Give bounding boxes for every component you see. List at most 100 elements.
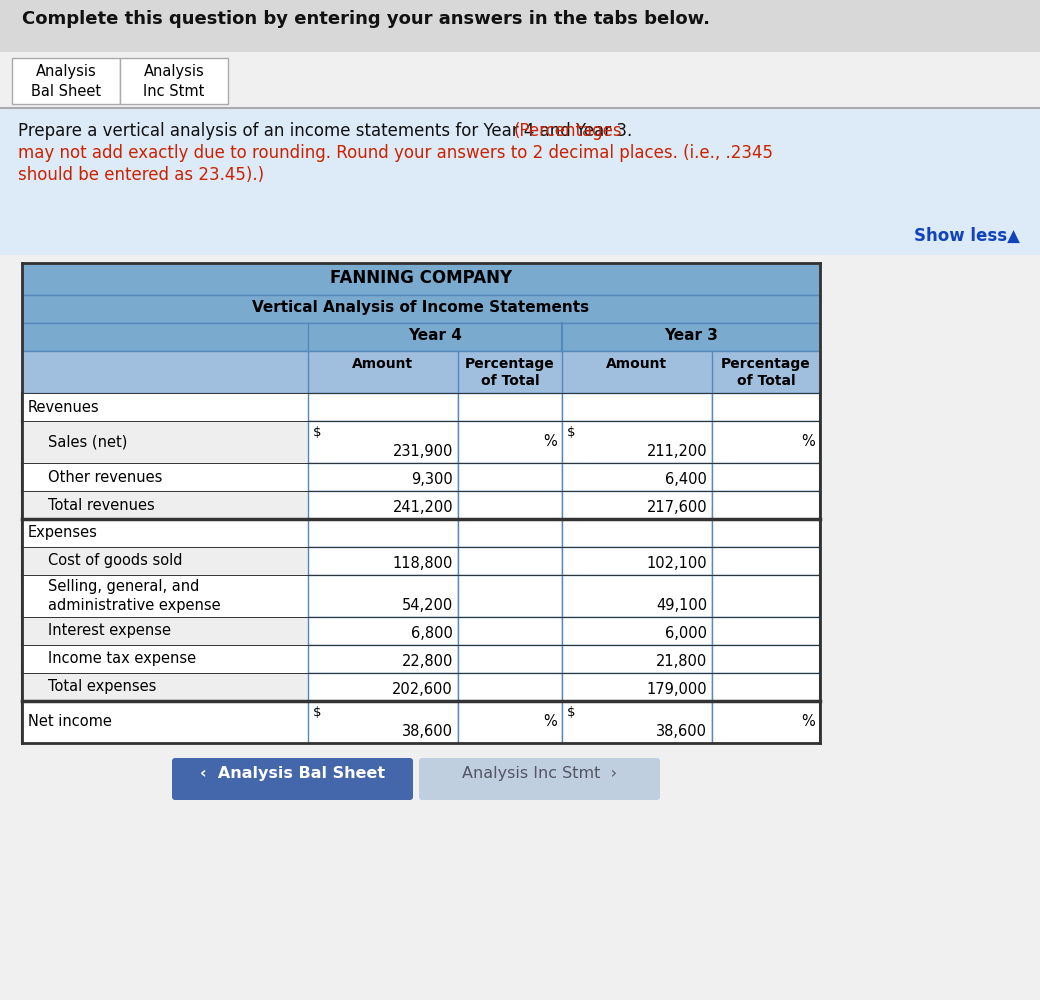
Text: Selling, general, and
administrative expense: Selling, general, and administrative exp…: [48, 579, 220, 613]
Bar: [712, 673, 820, 701]
Text: 21,800: 21,800: [656, 654, 707, 669]
Bar: [308, 491, 458, 519]
Text: $: $: [313, 706, 321, 719]
Bar: [458, 519, 562, 547]
Bar: [712, 617, 820, 645]
Bar: [22, 323, 820, 351]
Bar: [308, 421, 458, 463]
Bar: [0, 108, 1040, 255]
Text: Year 4: Year 4: [408, 328, 462, 343]
Text: Percentage
of Total: Percentage of Total: [721, 357, 811, 388]
Bar: [562, 575, 712, 617]
Bar: [562, 617, 712, 645]
Text: %: %: [543, 714, 557, 730]
Text: Total expenses: Total expenses: [48, 680, 156, 694]
Text: $: $: [567, 706, 575, 719]
Bar: [22, 519, 820, 547]
Bar: [562, 519, 712, 547]
Text: Amount: Amount: [606, 357, 668, 371]
Bar: [562, 463, 712, 491]
Bar: [712, 645, 820, 673]
Bar: [22, 463, 820, 491]
Bar: [712, 547, 820, 575]
Text: 9,300: 9,300: [411, 472, 453, 487]
Bar: [562, 673, 712, 701]
Text: 202,600: 202,600: [392, 682, 453, 697]
FancyBboxPatch shape: [172, 758, 413, 800]
Bar: [308, 547, 458, 575]
Text: Complete this question by entering your answers in the tabs below.: Complete this question by entering your …: [22, 10, 710, 28]
Text: 241,200: 241,200: [392, 500, 453, 515]
Text: Percentage
of Total: Percentage of Total: [465, 357, 555, 388]
Bar: [22, 701, 820, 743]
Bar: [308, 463, 458, 491]
Bar: [712, 491, 820, 519]
Text: 6,400: 6,400: [666, 472, 707, 487]
Bar: [458, 463, 562, 491]
Text: Show less▲: Show less▲: [914, 227, 1020, 245]
Bar: [22, 575, 820, 617]
Text: $: $: [567, 426, 575, 439]
Bar: [120, 58, 228, 104]
Text: 217,600: 217,600: [647, 500, 707, 515]
Text: Other revenues: Other revenues: [48, 470, 162, 485]
Bar: [308, 701, 458, 743]
Bar: [712, 701, 820, 743]
Text: Analysis Inc Stmt  ›: Analysis Inc Stmt ›: [462, 766, 617, 781]
Bar: [0, 52, 1040, 108]
Text: %: %: [543, 434, 557, 450]
Text: Revenues: Revenues: [28, 399, 100, 414]
Text: %: %: [801, 714, 815, 730]
Bar: [308, 393, 458, 421]
Bar: [458, 645, 562, 673]
Bar: [22, 295, 820, 323]
Text: Total revenues: Total revenues: [48, 497, 155, 512]
Text: 38,600: 38,600: [656, 724, 707, 739]
Bar: [562, 421, 712, 463]
Bar: [308, 575, 458, 617]
Bar: [22, 421, 820, 463]
Bar: [562, 645, 712, 673]
Bar: [22, 547, 820, 575]
Bar: [22, 351, 820, 393]
Bar: [712, 519, 820, 547]
Text: should be entered as 23.45).): should be entered as 23.45).): [18, 166, 264, 184]
Bar: [562, 701, 712, 743]
Text: (Percentages: (Percentages: [514, 122, 623, 140]
Bar: [22, 393, 820, 421]
Text: $: $: [313, 426, 321, 439]
Text: FANNING COMPANY: FANNING COMPANY: [330, 269, 512, 287]
Text: may not add exactly due to rounding. Round your answers to 2 decimal places. (i.: may not add exactly due to rounding. Rou…: [18, 144, 773, 162]
Text: Analysis
Bal Sheet: Analysis Bal Sheet: [31, 64, 101, 99]
Bar: [712, 393, 820, 421]
Text: %: %: [801, 434, 815, 450]
Bar: [22, 491, 820, 519]
Text: 231,900: 231,900: [393, 444, 453, 459]
Text: Net income: Net income: [28, 714, 112, 730]
Text: 54,200: 54,200: [401, 598, 453, 613]
Text: 6,000: 6,000: [665, 626, 707, 641]
Text: 49,100: 49,100: [656, 598, 707, 613]
Text: Amount: Amount: [353, 357, 414, 371]
Bar: [0, 0, 1040, 52]
Text: Income tax expense: Income tax expense: [48, 652, 197, 666]
Bar: [22, 263, 820, 295]
Text: Prepare a vertical analysis of an income statements for Year 4 and Year 3.: Prepare a vertical analysis of an income…: [18, 122, 638, 140]
Text: Year 3: Year 3: [665, 328, 718, 343]
Text: Cost of goods sold: Cost of goods sold: [48, 554, 182, 568]
Text: 211,200: 211,200: [647, 444, 707, 459]
Text: Analysis
Inc Stmt: Analysis Inc Stmt: [144, 64, 205, 99]
Bar: [458, 575, 562, 617]
Text: Expenses: Expenses: [28, 526, 98, 540]
Bar: [712, 463, 820, 491]
Text: ‹  Analysis Bal Sheet: ‹ Analysis Bal Sheet: [200, 766, 385, 781]
Text: Vertical Analysis of Income Statements: Vertical Analysis of Income Statements: [253, 300, 590, 315]
Bar: [308, 645, 458, 673]
Bar: [712, 421, 820, 463]
Text: 38,600: 38,600: [402, 724, 453, 739]
FancyBboxPatch shape: [419, 758, 660, 800]
Bar: [562, 393, 712, 421]
Bar: [308, 617, 458, 645]
Bar: [458, 617, 562, 645]
Bar: [308, 673, 458, 701]
